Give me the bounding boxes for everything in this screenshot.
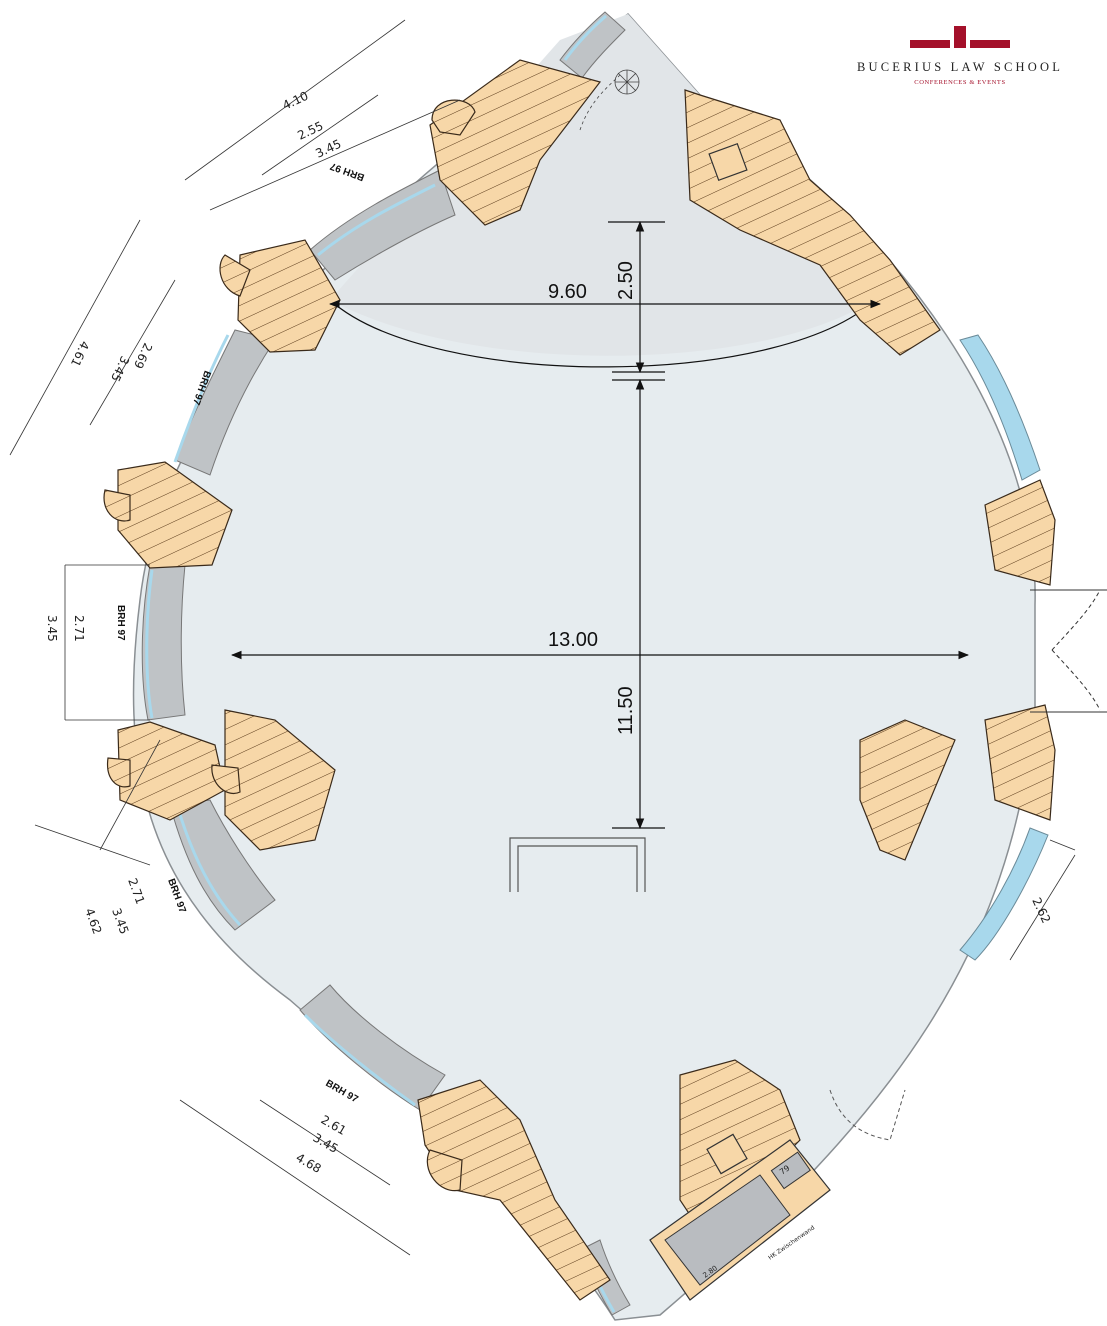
window-label: BRH 97 [115, 605, 126, 641]
right-glazing [959, 827, 1049, 961]
window-dim: 2.69 [131, 341, 155, 371]
column-marker [708, 142, 748, 182]
window-sill [299, 984, 446, 1111]
window-sill [141, 564, 186, 721]
window-label: BRH 97 [328, 160, 366, 183]
window-sill [174, 329, 276, 476]
column-marker [706, 1133, 748, 1175]
logo-name: BUCERIUS LAW SCHOOL [856, 60, 1064, 74]
label-length-main: 11.50 [615, 686, 637, 735]
label-width-apse: 9.60 [548, 281, 587, 303]
right-glazing [959, 334, 1041, 481]
apse-floor [330, 14, 880, 356]
door-right [1030, 589, 1107, 713]
label-width-main: 13.00 [548, 629, 598, 651]
logo-subtitle: CONFERENCES & EVENTS [914, 79, 1006, 86]
window-dim: 3.45 [108, 354, 132, 384]
service-room [649, 1139, 831, 1301]
window-dim: 2.71 [72, 615, 86, 642]
window-dim: 3.45 [313, 137, 343, 161]
window-sill [559, 11, 626, 79]
window-dim: 2.55 [295, 119, 325, 143]
stair-symbol [579, 69, 640, 131]
window-sill [309, 169, 456, 281]
window-dim: 3.45 [109, 906, 131, 936]
bucerius-logo: BUCERIUS LAW SCHOOL CONFERENCES & EVENTS [848, 26, 1072, 86]
window-label: BRH 97 [324, 1078, 361, 1106]
window-dim: 4.62 [82, 906, 104, 936]
window-sill [169, 799, 276, 931]
door-swing [829, 1089, 906, 1141]
window-dimension-lines [9, 19, 1076, 1256]
window-dim: 2.71 [125, 876, 147, 906]
window-dim: 3.45 [45, 615, 59, 642]
lectern-frame [509, 837, 646, 892]
window-dim: 4.10 [280, 89, 310, 113]
dimension-lines [230, 220, 970, 830]
apse-arc [329, 294, 881, 368]
label-right-window: 2.62 [1029, 895, 1053, 925]
label-depth-apse: 2.50 [615, 261, 637, 300]
window-dim: 4.68 [294, 1150, 324, 1175]
wall-piers [103, 59, 1056, 1301]
logo-mark-icon [848, 26, 1072, 48]
